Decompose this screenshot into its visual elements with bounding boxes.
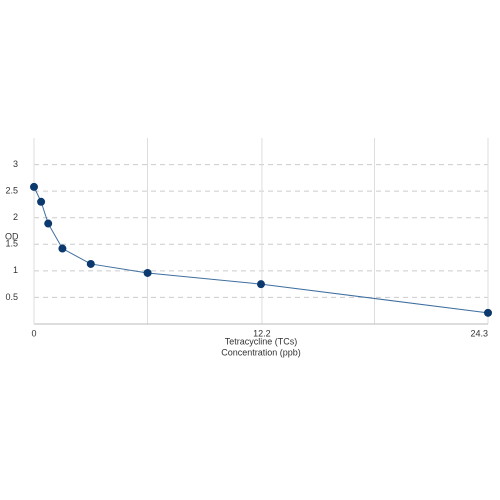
y-tick-label: 1.5	[5, 239, 18, 249]
point	[257, 280, 265, 289]
y-tick-label: 0.5	[5, 292, 18, 302]
point	[86, 259, 95, 268]
y-tick-label: 2.5	[5, 186, 18, 196]
point	[37, 197, 46, 206]
x-tick-label: 12.2	[253, 328, 271, 338]
y-tick-label: 1	[13, 265, 18, 275]
curve	[33, 186, 489, 314]
x-axis-label: Tetracycline (TCs)	[225, 336, 298, 346]
y-tick-label: 2	[13, 212, 18, 222]
x-axis-label: Concentration (ppb)	[221, 347, 301, 357]
x-tick-label: 24.3	[470, 328, 488, 338]
point	[143, 268, 152, 277]
y-tick-label: 3	[13, 159, 18, 169]
point	[58, 244, 67, 253]
y-axis-label: OD	[5, 231, 19, 241]
point	[484, 308, 492, 317]
point	[44, 219, 53, 228]
point	[30, 182, 38, 191]
x-tick-label: 0	[31, 328, 36, 338]
